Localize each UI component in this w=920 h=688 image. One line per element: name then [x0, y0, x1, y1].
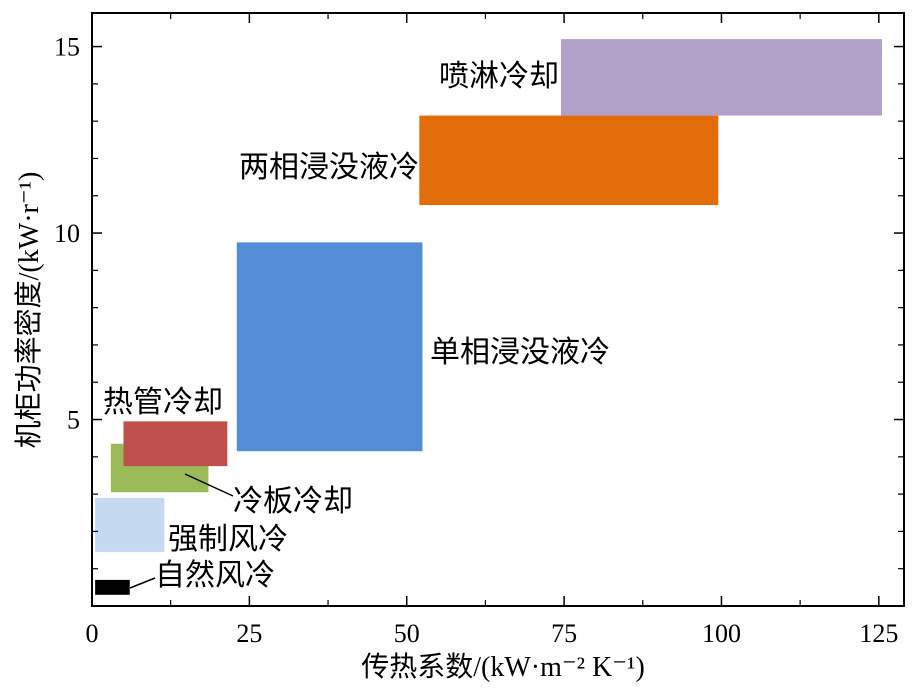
- region-bar-0: [95, 579, 130, 595]
- region-label-4: 单相浸没液冷: [430, 336, 610, 369]
- region-label-1: 强制风冷: [168, 523, 288, 556]
- x-tick-label: 100: [702, 619, 741, 648]
- y-axis-title: 机柜功率密度/(kW·r⁻¹): [13, 172, 45, 449]
- region-label-6: 喷淋冷却: [439, 60, 559, 93]
- leader-line-0: [129, 577, 156, 589]
- region-label-2: 冷板冷却: [233, 485, 353, 518]
- region-label-3: 热管冷却: [103, 386, 223, 419]
- regions-group: [95, 39, 882, 595]
- region-bar-6: [560, 39, 882, 116]
- y-tick-label: 15: [54, 33, 80, 62]
- x-tick-label: 0: [86, 619, 99, 648]
- x-tick-label: 50: [394, 619, 420, 648]
- region-label-5: 两相浸没液冷: [239, 151, 419, 184]
- x-tick-label: 25: [236, 619, 262, 648]
- y-tick-label: 5: [67, 406, 80, 435]
- plot-frame: [91, 12, 905, 607]
- leader-line-2: [184, 473, 234, 497]
- region-bar-5: [419, 115, 719, 206]
- region-bar-4: [236, 242, 423, 452]
- x-tick-label: 75: [551, 619, 577, 648]
- y-tick-label: 10: [54, 219, 80, 248]
- region-bar-1: [95, 497, 165, 552]
- region-label-0: 自然风冷: [155, 559, 275, 592]
- axis-ticks: 0 25 50 75 100 125 5 10 15: [54, 13, 904, 648]
- leader-lines: [129, 473, 234, 589]
- region-bar-3: [123, 421, 228, 467]
- x-axis-title: 传热系数/(kW·m⁻² K⁻¹): [361, 651, 645, 683]
- x-tick-label: 125: [859, 619, 898, 648]
